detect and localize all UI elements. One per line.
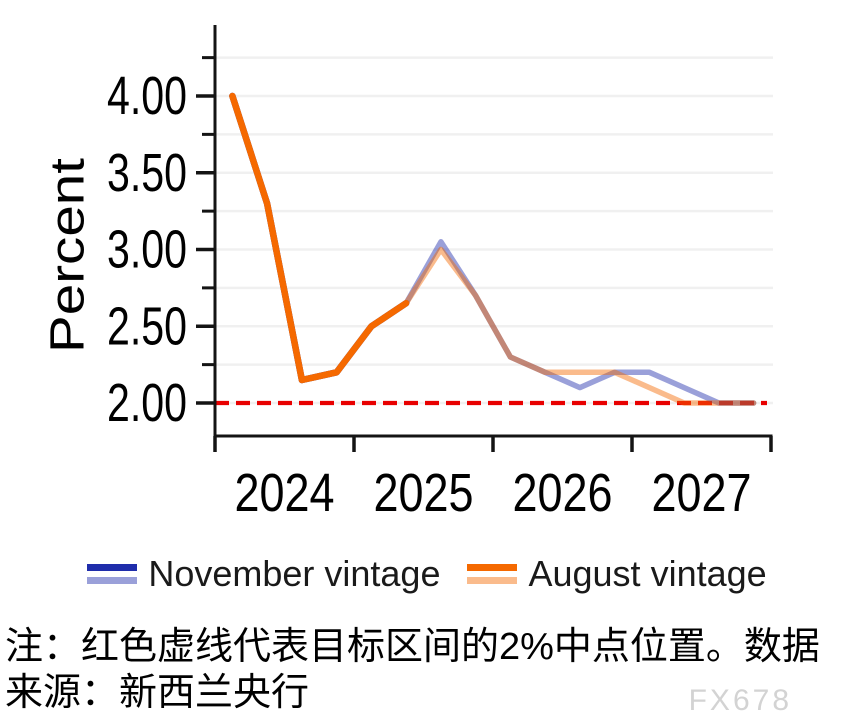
footnote: 注：红色虚线代表目标区间的2%中点位置。数据 来源：新西兰央行 [5,624,850,716]
november-vintage-actual-line [229,92,410,384]
november-vintage-swatch-icon [87,564,138,584]
august-vintage-forecast-line [403,246,757,406]
x-tick-label: 2026 [513,463,613,523]
august-vintage-swatch-icon [467,564,518,584]
y-tick-label: 2.00 [107,373,187,433]
footnote-line-1: 注：红色虚线代表目标区间的2%中点位置。数据 [5,626,820,668]
x-tick-label: 2027 [652,463,752,523]
y-tick-label: 3.00 [107,220,187,280]
footnote-line-2: 来源：新西兰央行 [5,672,310,714]
legend-item-november-vintage: November vintage [87,554,440,594]
x-tick-label: 2024 [235,463,335,523]
y-tick-label: 2.50 [107,296,187,356]
solid-line-key-icon [87,564,138,571]
faded-line-key-icon [87,577,138,584]
y-tick-label: 3.50 [107,143,187,203]
legend-label-november-vintage: November vintage [148,553,441,594]
august-vintage-actual-line [229,92,410,384]
november-vintage-forecast-line [403,239,757,406]
y-tick-label: 4.00 [107,66,187,126]
legend-item-august-vintage: August vintage [467,553,767,594]
legend-label-august-vintage: August vintage [528,553,767,594]
solid-line-key-icon [467,564,518,571]
x-tick-label: 2025 [374,463,474,523]
watermark: FX678 [688,684,792,717]
y-axis-title: Percent [42,158,95,353]
inflation-line-chart: 4.00 3.50 3.00 2.50 2.00 2024 2025 2026 2027 Perc… [42,25,773,523]
chart-legend: November vintage August vintage [0,554,854,594]
faded-line-key-icon [467,577,518,584]
